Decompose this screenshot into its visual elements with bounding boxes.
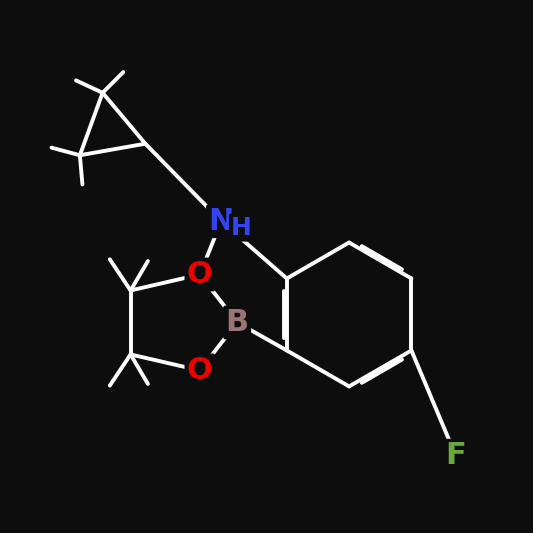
Text: H: H bbox=[231, 215, 252, 240]
Text: F: F bbox=[446, 441, 466, 470]
Text: B: B bbox=[225, 308, 249, 337]
Text: O: O bbox=[187, 356, 213, 385]
Text: N: N bbox=[208, 207, 234, 236]
Text: O: O bbox=[187, 260, 213, 289]
